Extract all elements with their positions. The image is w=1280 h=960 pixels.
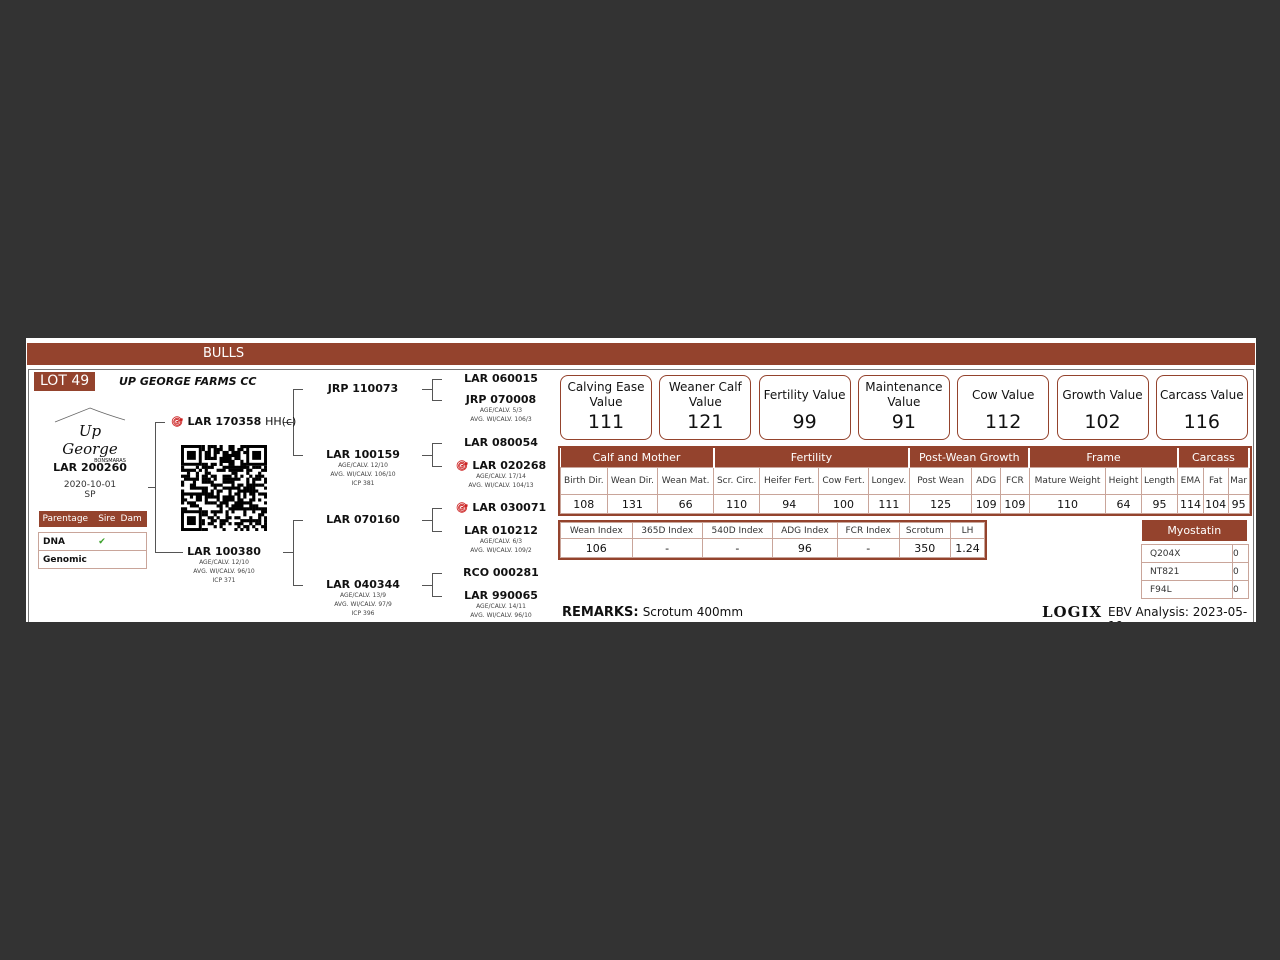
ebv-value: 64 xyxy=(1105,494,1142,514)
ebv-label: EMA xyxy=(1177,467,1204,495)
category-banner: BULLS xyxy=(27,343,1255,365)
index-label: 540D Index xyxy=(701,522,774,539)
analysis-date: EBV Analysis: 2023-05-19 xyxy=(1108,605,1248,622)
ebv-value: 108 xyxy=(560,494,608,514)
value-box: Weaner Calf Value 121 xyxy=(659,375,752,440)
ebv-label: Cow Fert. xyxy=(818,467,869,495)
sire[interactable]: 🎯︎ LAR 170358 HH(c) xyxy=(171,415,297,428)
ebv-label: ADG xyxy=(971,467,1002,495)
ebv-label: FCR xyxy=(1000,467,1030,495)
value-box: Calving Ease Value 111 xyxy=(560,375,652,440)
index-label: FCR Index xyxy=(836,522,900,539)
ebv-label: Birth Dir. xyxy=(560,467,608,495)
great-grandparent[interactable]: LAR 080054 xyxy=(464,436,538,449)
index-value: 350 xyxy=(898,538,952,558)
ebv-label: Length xyxy=(1140,467,1179,495)
ebv-label: Fat xyxy=(1202,467,1229,495)
value-box: Maintenance Value 91 xyxy=(857,375,950,440)
index-value: - xyxy=(701,538,774,558)
animal-status: SP xyxy=(84,490,96,500)
grandparent[interactable]: LAR 100159 AGE/CALV. 12/10 AVG. WI/CALV. 1… xyxy=(326,448,400,487)
ebv-value: 104 xyxy=(1202,494,1229,514)
index-value: 106 xyxy=(560,538,633,558)
value-box: Carcass Value 116 xyxy=(1155,375,1248,440)
index-label: LH xyxy=(950,522,985,539)
ebv-value: 95 xyxy=(1227,494,1250,514)
parentage-table: Parentage Sire Dam DNA ✔ Genomic xyxy=(38,511,147,569)
index-value: - xyxy=(631,538,703,558)
ebv-label: Heifer Fert. xyxy=(759,467,820,495)
ebv-label: Mature Weight xyxy=(1028,467,1107,495)
ebv-value: 131 xyxy=(606,494,659,514)
dna-check-icon: ✔ xyxy=(98,536,106,547)
ebv-label: Height xyxy=(1105,467,1142,495)
great-grandparent[interactable]: 🎯︎ LAR 020268 AGE/CALV. 17/14 AVG. WI/CALV… xyxy=(455,459,547,489)
ebv-value: 110 xyxy=(1028,494,1107,514)
card-frame xyxy=(28,369,1254,622)
ebv-group-header: Carcass xyxy=(1177,448,1251,468)
index-label: Wean Index xyxy=(560,522,633,539)
lot-number: LOT 49 xyxy=(34,372,96,391)
great-grandparent[interactable]: JRP 070008 AGE/CALV. 5/3 AVG. WI/CALV. 106… xyxy=(465,393,537,423)
index-table: Wean Index 365D Index 540D Index ADG Index F… xyxy=(558,520,987,560)
ebv-value: 95 xyxy=(1140,494,1179,514)
birth-date: 2020-10-01 xyxy=(63,480,117,490)
great-grandparent[interactable]: LAR 990065 AGE/CALV. 14/11 AVG. WI/CALV. 9… xyxy=(464,589,538,619)
ebv-label: Longev. xyxy=(867,467,910,495)
dam[interactable]: LAR 100380 AGE/CALV. 12/10 AVG. WI/CALV.… xyxy=(187,545,261,584)
great-grandparent[interactable]: 🎯︎ LAR 030071 xyxy=(455,501,547,514)
ebv-value: 109 xyxy=(971,494,1002,514)
index-value: - xyxy=(836,538,900,558)
logix-logo: LOGIX xyxy=(1042,603,1103,621)
ebv-value: 109 xyxy=(1000,494,1030,514)
ebv-value: 66 xyxy=(657,494,715,514)
value-box: Fertility Value 99 xyxy=(758,375,851,440)
qr-code[interactable] xyxy=(181,445,267,531)
curpen-icon: 🎯︎ xyxy=(455,503,469,514)
ebv-table: Calf and Mother Fertility Post-Wean Growth… xyxy=(558,446,1252,516)
lot-card: BULLS LOT 49 UP GEORGE FARMS CC Up Georg… xyxy=(26,338,1256,622)
animal-id: LAR 200260 xyxy=(53,461,127,474)
ebv-group-header: Calf and Mother xyxy=(560,448,715,468)
myostatin-table: Myostatin Q204X 0 NT821 0 F94L 0 xyxy=(1141,520,1249,599)
ebv-value: 125 xyxy=(908,494,973,514)
ebv-value: 111 xyxy=(867,494,910,514)
great-grandparent[interactable]: LAR 010212 AGE/CALV. 6/3 AVG. WI/CALV. 109… xyxy=(464,524,538,554)
great-grandparent[interactable]: LAR 060015 xyxy=(464,372,538,385)
ebv-group-header: Frame xyxy=(1029,448,1179,468)
ebv-value: 100 xyxy=(818,494,869,514)
farm-name: UP GEORGE FARMS CC xyxy=(119,375,257,388)
grandparent[interactable]: JRP 110073 xyxy=(327,382,399,395)
value-box: Cow Value 112 xyxy=(957,375,1050,440)
ebv-label: Wean Dir. xyxy=(606,467,659,495)
value-box: Growth Value 102 xyxy=(1056,375,1149,440)
grandparent[interactable]: LAR 040344 AGE/CALV. 13/9 AVG. WI/CALV. 97… xyxy=(326,578,400,617)
index-label: 365D Index xyxy=(631,522,703,539)
index-label: ADG Index xyxy=(772,522,838,539)
breeder-logo: Up George BONSMARAS xyxy=(50,404,130,464)
remarks: REMARKS: Scrotum 400mm xyxy=(562,605,744,620)
ebv-label: Scr. Circ. xyxy=(713,467,761,495)
ebv-group-header: Post-Wean Growth xyxy=(909,448,1031,468)
ebv-value: 94 xyxy=(759,494,820,514)
ebv-group-header: Fertility xyxy=(713,448,911,468)
curpen-icon: 🎯︎ xyxy=(171,417,184,428)
great-grandparent[interactable]: RCO 000281 xyxy=(463,566,539,579)
mountain-icon xyxy=(54,407,126,423)
grandparent[interactable]: LAR 070160 xyxy=(326,513,400,526)
index-value: 96 xyxy=(772,538,838,558)
curpen-icon: 🎯︎ xyxy=(455,461,469,472)
index-value: 1.24 xyxy=(950,538,985,558)
ebv-value: 114 xyxy=(1177,494,1204,514)
ebv-label: Post Wean xyxy=(908,467,973,495)
ebv-label: Wean Mat. xyxy=(657,467,715,495)
ebv-value: 110 xyxy=(713,494,761,514)
ebv-label: Mar xyxy=(1227,467,1250,495)
index-label: Scrotum xyxy=(898,522,952,539)
